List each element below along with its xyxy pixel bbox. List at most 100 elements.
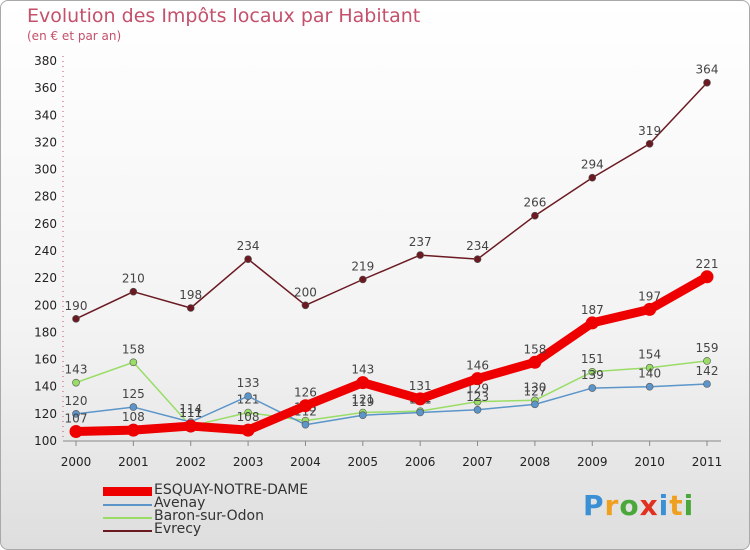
x-tick-label: 2008 [520,455,551,469]
data-label-avenay: 123 [466,390,489,404]
data-point-evrecy [645,139,654,148]
x-tick-label: 2011 [692,455,723,469]
data-point-avenay [416,408,424,417]
y-tick-label: 200 [34,298,57,312]
x-tick-label: 2001 [118,455,149,469]
data-point-evrecy [129,287,138,296]
data-label-esquay-notre-dame: 146 [466,359,489,373]
data-label-esquay-notre-dame: 158 [523,342,546,356]
data-point-esquay-notre-dame [643,302,657,316]
data-point-evrecy [244,255,252,263]
series-line-avenay [75,383,708,426]
data-point-avenay [301,420,310,429]
series-line-baron-sur-odon [75,360,708,427]
x-tick-label: 2006 [405,455,436,469]
x-tick-label: 2005 [348,455,379,469]
data-point-esquay-notre-dame [700,270,714,284]
data-point-esquay-notre-dame [471,372,485,386]
data-label-baron-sur-odon: 159 [696,341,719,355]
data-point-avenay [473,405,482,414]
data-label-baron-sur-odon: 143 [65,363,88,377]
data-label-evrecy: 237 [409,235,432,249]
data-point-baron-sur-odon [244,408,252,417]
data-label-esquay-notre-dame: 221 [696,257,719,271]
x-tick-label: 2000 [61,455,92,469]
legend-swatch [103,487,152,496]
data-label-evrecy: 210 [122,272,145,286]
data-point-baron-sur-odon [129,358,138,367]
series-line-esquay-notre-dame [71,272,712,436]
data-point-evrecy [531,211,539,220]
data-point-esquay-notre-dame [184,419,198,433]
data-label-esquay-notre-dame: 107 [65,412,88,426]
data-point-esquay-notre-dame [241,423,255,437]
x-tick-label: 2002 [175,455,206,469]
chart-title: Evolution des Impôts locaux par Habitant [27,5,421,27]
data-point-esquay-notre-dame [585,316,599,330]
legend-label: ESQUAY-NOTRE-DAME [154,482,309,498]
data-point-avenay [645,382,654,391]
data-label-avenay: 125 [122,387,145,401]
data-label-esquay-notre-dame: 126 [294,386,317,400]
data-label-esquay-notre-dame: 108 [122,410,145,424]
chart-subtitle: (en € et par an) [27,29,122,43]
data-point-avenay [359,411,367,420]
x-tick-label: 2007 [462,455,493,469]
data-label-avenay: 133 [237,376,260,390]
proxiti-logo: Proxiti [583,489,695,522]
y-tick-label: 160 [34,353,57,367]
y-tick-label: 220 [34,271,57,285]
x-tick-label: 2009 [577,455,608,469]
data-point-avenay [129,403,138,411]
data-point-avenay [588,384,597,392]
data-label-esquay-notre-dame: 143 [351,363,374,377]
data-point-avenay [72,410,80,418]
data-point-evrecy [588,173,597,182]
y-tick-label: 120 [34,407,57,421]
data-point-esquay-notre-dame [69,425,83,438]
y-tick-label: 100 [34,434,57,448]
data-label-avenay: 142 [696,364,719,378]
data-label-avenay: 127 [523,384,546,398]
data-label-evrecy: 190 [65,299,88,313]
data-label-evrecy: 294 [581,158,604,172]
data-label-avenay: 139 [581,368,604,382]
data-point-evrecy [703,78,711,87]
data-point-esquay-notre-dame [126,423,140,437]
data-label-esquay-notre-dame: 131 [409,379,432,393]
legend-label: Baron-sur-Odon [154,508,264,524]
data-label-baron-sur-odon: 121 [351,393,374,407]
data-point-baron-sur-odon [473,397,482,406]
data-label-esquay-notre-dame: 197 [638,289,661,303]
data-label-evrecy: 234 [237,239,260,253]
y-tick-label: 300 [34,163,57,177]
data-point-evrecy [359,275,367,284]
data-label-evrecy: 266 [523,196,546,210]
data-point-evrecy [301,301,310,310]
x-tick-label: 2010 [634,455,665,469]
y-tick-label: 360 [34,81,57,95]
data-label-baron-sur-odon: 111 [179,406,202,420]
y-tick-label: 140 [34,380,57,394]
data-label-evrecy: 219 [351,260,374,274]
data-label-evrecy: 200 [294,285,317,299]
data-point-baron-sur-odon [645,363,654,372]
data-label-baron-sur-odon: 158 [122,342,145,356]
data-label-evrecy: 198 [179,288,202,302]
data-point-baron-sur-odon [588,367,597,376]
legend-swatch [103,530,152,532]
data-point-avenay [244,392,252,401]
y-tick-label: 180 [34,325,57,339]
x-tick-label: 2004 [290,455,321,469]
data-point-avenay [703,380,711,388]
data-label-baron-sur-odon: 154 [638,348,661,362]
data-point-baron-sur-odon [703,357,711,365]
series-line-evrecy [75,81,708,320]
data-point-avenay [531,400,539,409]
data-label-avenay: 119 [351,395,374,409]
data-label-baron-sur-odon: 151 [581,352,604,366]
legend-label: Avenay [154,495,206,511]
data-label-baron-sur-odon: 130 [523,380,546,394]
